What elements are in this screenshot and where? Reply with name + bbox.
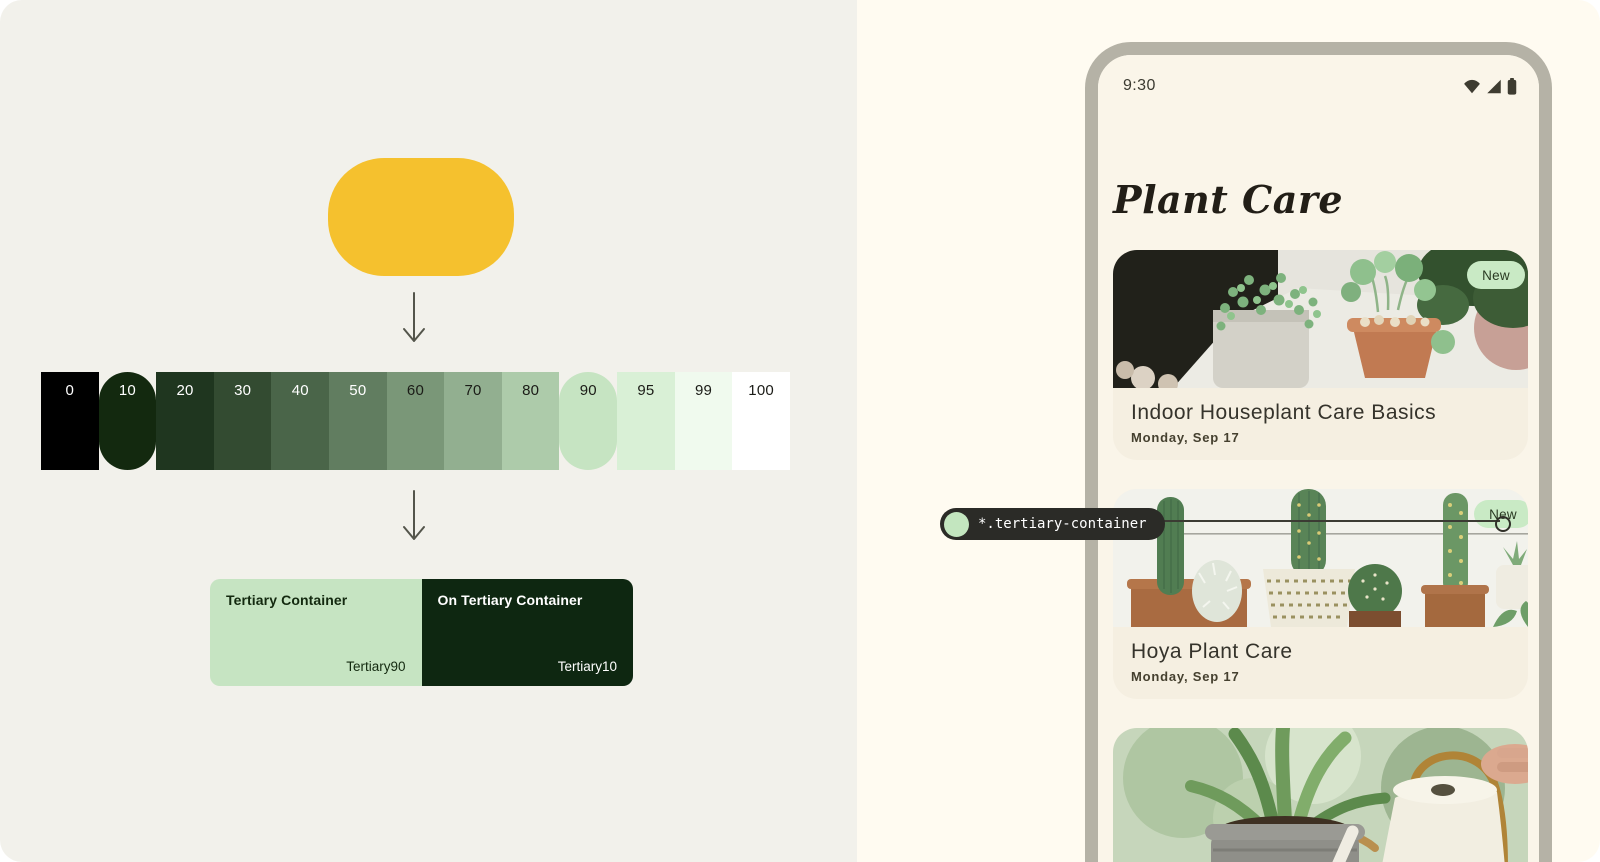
tone-label: 50	[349, 382, 367, 399]
tone-label: 90	[579, 382, 597, 399]
article-card-indoor-houseplant[interactable]: New Indoor Houseplant Care Basics Monday…	[1113, 250, 1528, 460]
on-tertiary-container-swatch: On Tertiary Container Tertiary10	[421, 579, 633, 686]
tone-cell-95: 95	[617, 372, 675, 470]
tone-label: 99	[694, 382, 713, 399]
article-card-hoya[interactable]: New Hoya Plant Care Monday, Sep 17	[1113, 489, 1528, 699]
tone-label: 95	[637, 382, 655, 399]
tone-label: 40	[291, 382, 309, 399]
page-title: Plant Care	[1113, 177, 1344, 222]
tone-cell-50: 50	[329, 372, 387, 470]
tone-cell-90: 90	[559, 372, 618, 470]
tone-label: 80	[522, 382, 540, 399]
tone-label: 100	[748, 382, 774, 399]
role-swatch-pair: Tertiary Container Tertiary90 On Tertiar…	[210, 579, 633, 686]
tone-cell-99: 99	[674, 372, 733, 470]
tone-label: 30	[234, 382, 252, 399]
card-title: Hoya Plant Care	[1131, 640, 1293, 663]
phone-screen: 9:30 Plant Care	[1098, 55, 1539, 862]
card-body: Hoya Plant Care Monday, Sep 17	[1113, 627, 1528, 684]
tone-cell-0: 0	[41, 372, 99, 470]
tone-cell-60: 60	[386, 372, 445, 470]
tone-label: 10	[118, 382, 136, 399]
new-badge: New	[1467, 261, 1525, 289]
tone-label: 0	[65, 382, 75, 399]
card-body: Indoor Houseplant Care Basics Monday, Se…	[1113, 388, 1528, 445]
card-date: Monday, Sep 17	[1131, 669, 1240, 684]
battery-icon	[1507, 77, 1517, 95]
seed-color-swatch	[328, 158, 514, 276]
watering-can-photo	[1113, 728, 1528, 862]
tone-cell-20: 20	[156, 372, 214, 470]
tone-cell-100: 100	[732, 372, 790, 470]
phone-mockup: 9:30 Plant Care	[1085, 42, 1552, 862]
tonal-palette-strip: 0 10 20 30 40 50 60 70 80 90 95 99 100	[41, 372, 790, 470]
down-arrow-icon	[403, 490, 425, 540]
houseplants-photo	[1113, 250, 1528, 388]
token-chip: *.tertiary-container	[940, 508, 1165, 540]
tone-label: 60	[406, 382, 424, 399]
leader-line	[1146, 520, 1500, 522]
token-label: Tertiary10	[557, 659, 617, 674]
tertiary-container-swatch: Tertiary Container Tertiary90	[210, 579, 422, 686]
article-card-watering[interactable]	[1113, 728, 1528, 862]
new-badge: New	[1474, 500, 1528, 528]
status-bar: 9:30	[1123, 77, 1517, 95]
role-label: Tertiary Container	[226, 592, 348, 608]
card-date: Monday, Sep 17	[1131, 430, 1240, 445]
tone-cell-30: 30	[213, 372, 272, 470]
down-arrow-icon	[403, 292, 425, 342]
token-label: Tertiary90	[346, 659, 406, 674]
status-time: 9:30	[1123, 77, 1156, 94]
status-icons	[1463, 77, 1517, 95]
cacti-photo	[1113, 489, 1528, 627]
tone-label: 20	[176, 382, 194, 399]
tone-cell-80: 80	[501, 372, 560, 470]
tone-cell-40: 40	[271, 372, 330, 470]
tone-cell-70: 70	[444, 372, 502, 470]
tone-cell-10: 10	[98, 372, 157, 470]
token-chip-dot-icon	[944, 511, 969, 537]
role-label: On Tertiary Container	[437, 592, 583, 608]
wifi-icon	[1464, 79, 1480, 93]
token-chip-label: *.tertiary-container	[978, 516, 1147, 532]
leader-ring-icon	[1495, 516, 1511, 532]
tone-label: 70	[464, 382, 482, 399]
signal-icon	[1487, 79, 1501, 93]
card-title: Indoor Houseplant Care Basics	[1131, 401, 1437, 424]
